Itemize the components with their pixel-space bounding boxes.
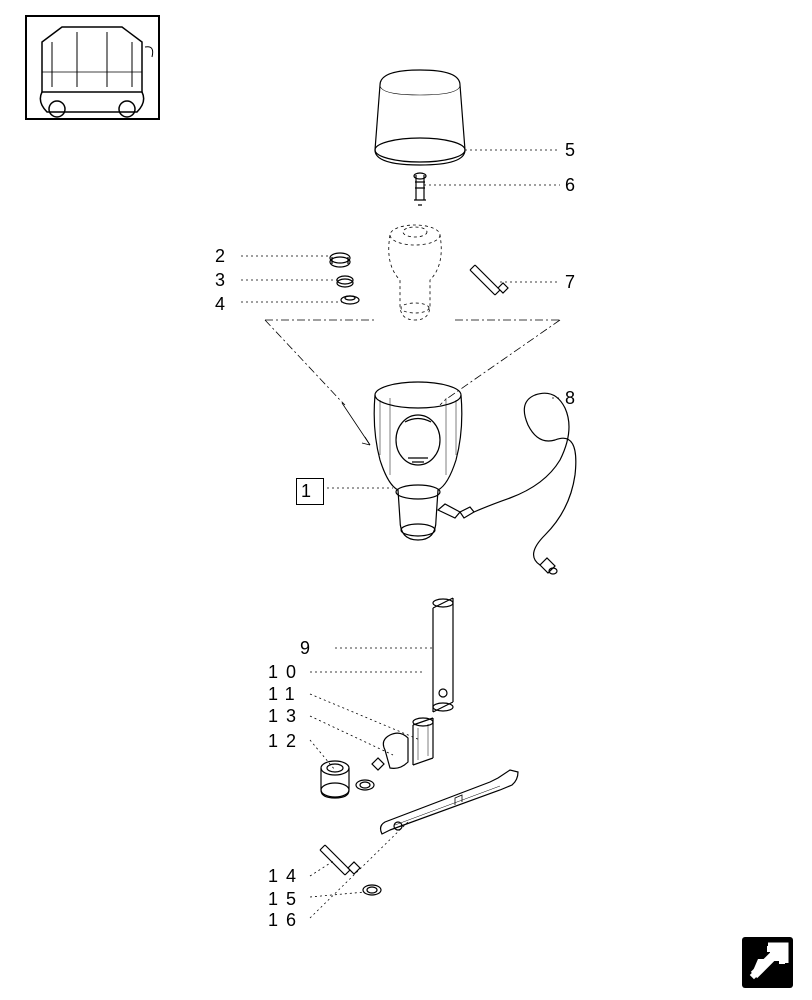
callout-11: 11: [268, 684, 303, 705]
callout-7: 7: [565, 272, 583, 293]
callout-13: 13: [268, 706, 304, 727]
callout-5: 5: [565, 140, 583, 161]
callout-16: 16: [268, 910, 304, 931]
next-page-arrow-icon[interactable]: [740, 935, 795, 995]
callout-2: 2: [215, 246, 233, 267]
leader-lines: [0, 0, 812, 1000]
callout-15: 15: [268, 889, 304, 910]
callout-6: 6: [565, 175, 583, 196]
callout-14: 14: [268, 866, 304, 887]
callout-9: 9: [300, 638, 318, 659]
callout-8: 8: [565, 388, 583, 409]
callout-1: 1: [296, 478, 324, 505]
callout-10: 10: [268, 662, 304, 683]
callout-3: 3: [215, 270, 233, 291]
callout-12: 12: [268, 731, 304, 752]
callout-4: 4: [215, 294, 233, 315]
